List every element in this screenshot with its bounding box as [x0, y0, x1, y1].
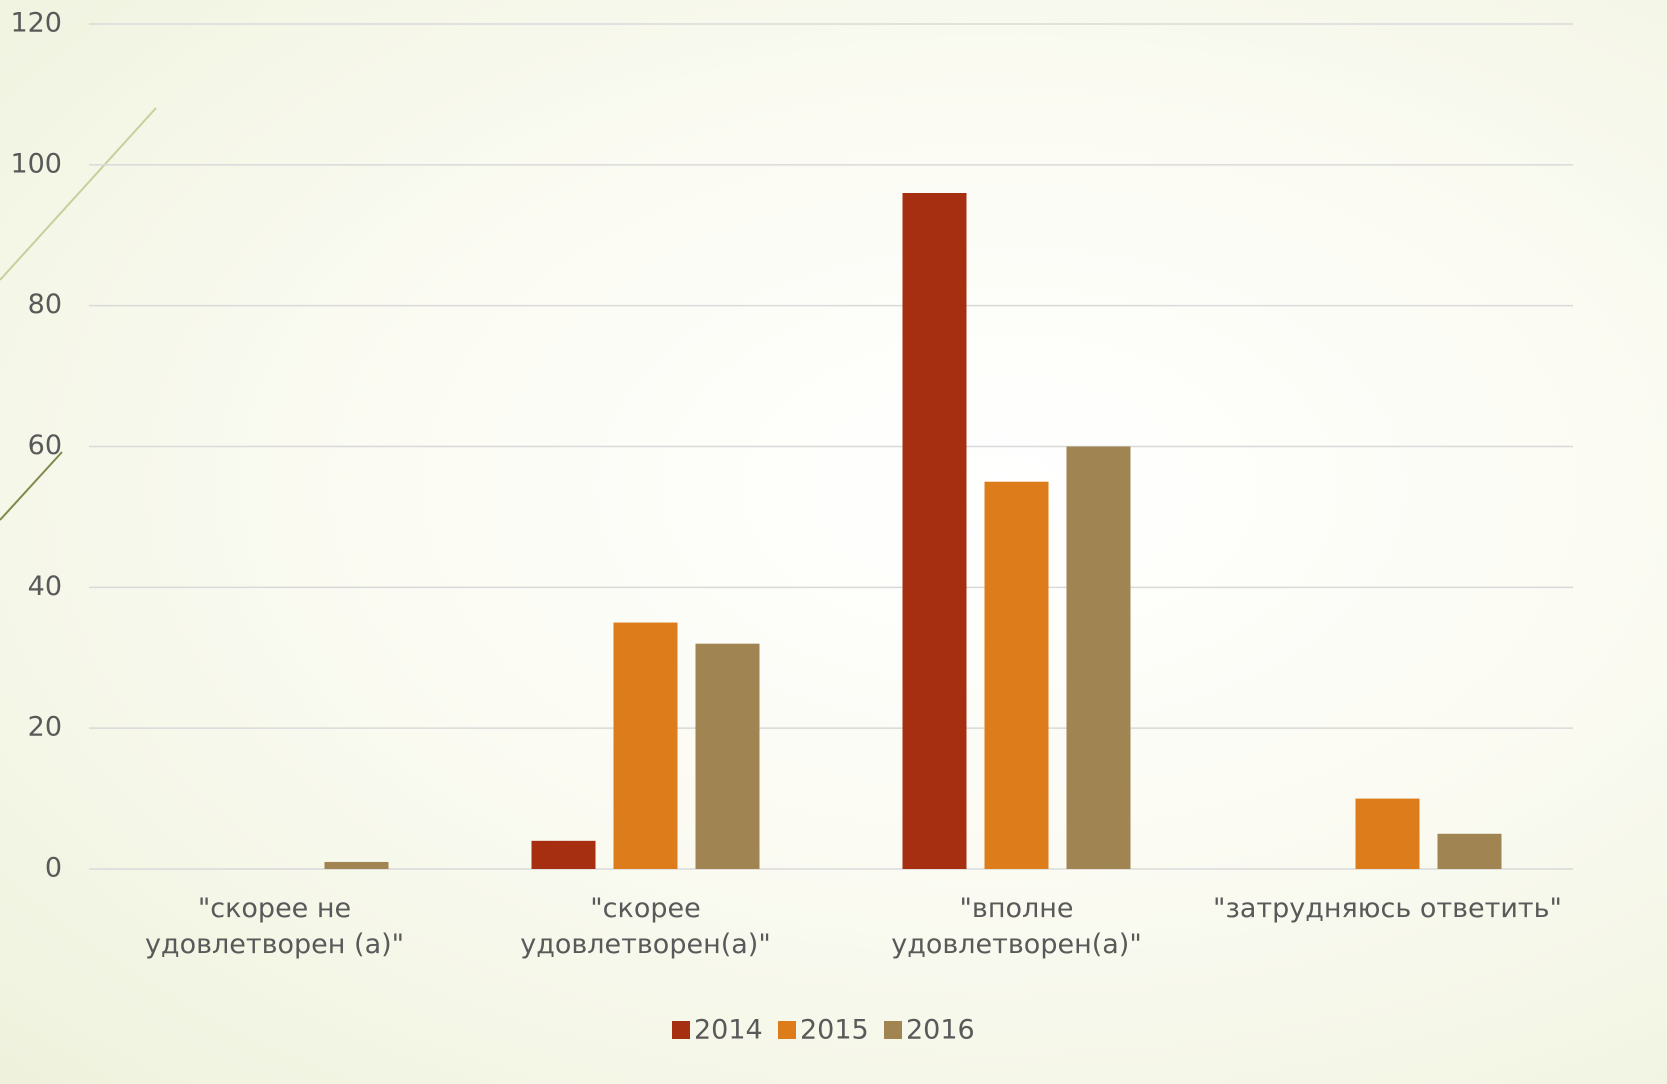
bar	[1437, 833, 1502, 869]
x-tick-label: "скорее удовлетворен(а)"	[520, 893, 771, 960]
y-tick-label: 40	[28, 571, 62, 602]
decoration	[0, 107, 157, 281]
bar	[902, 193, 967, 869]
bar	[613, 622, 678, 869]
legend-label: 2016	[906, 1015, 975, 1046]
x-tick-label: "вполне удовлетворен(а)"	[891, 893, 1142, 960]
y-tick-label: 0	[45, 853, 62, 884]
bar	[1355, 798, 1420, 869]
decoration	[0, 451, 63, 521]
y-tick-label: 100	[10, 148, 62, 179]
legend-swatch	[672, 1021, 690, 1039]
legend-label: 2014	[694, 1015, 763, 1046]
bar	[324, 861, 389, 869]
y-tick-label: 120	[10, 8, 62, 39]
y-tick-label: 80	[28, 289, 62, 320]
x-tick-label: "затрудняюсь ответить"	[1213, 893, 1562, 924]
bar	[531, 840, 596, 869]
bar	[1066, 446, 1131, 869]
bar	[984, 481, 1049, 869]
y-tick-label: 20	[28, 712, 62, 743]
bar	[695, 643, 760, 869]
legend-swatch	[778, 1021, 796, 1039]
x-tick-label: "скорее не удовлетворен (а)"	[144, 893, 405, 960]
y-tick-label: 60	[28, 430, 62, 461]
legend-swatch	[884, 1021, 902, 1039]
legend-label: 2015	[800, 1015, 869, 1046]
